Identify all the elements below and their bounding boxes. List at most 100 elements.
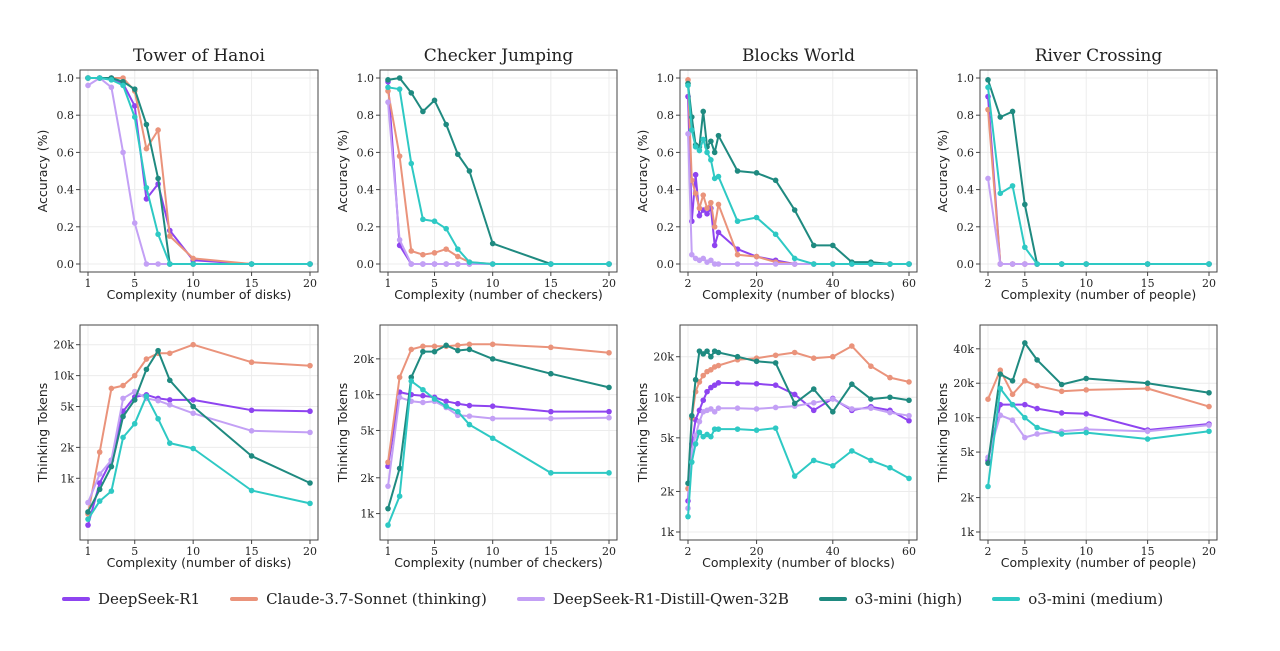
- data-point: [685, 82, 691, 89]
- legend-item: o3-mini (medium): [992, 590, 1163, 608]
- data-point: [396, 465, 403, 472]
- data-point: [1206, 422, 1212, 428]
- legend-swatch: [62, 597, 90, 601]
- data-point: [190, 341, 196, 348]
- data-point: [772, 425, 779, 431]
- data-point: [155, 175, 161, 182]
- series-line: [87, 77, 311, 265]
- y-tick-label: 10k: [653, 391, 674, 404]
- y-tick-label: 0.0: [57, 258, 75, 271]
- x-tick-label: 10: [186, 277, 200, 290]
- chart-blocks-tokens: 2 20 40 60 1k 2k 5k 10k 20k Complexity (number of…: [635, 324, 918, 570]
- legend-item: DeepSeek-R1: [62, 590, 200, 608]
- data-point: [385, 483, 391, 489]
- data-point: [906, 475, 912, 482]
- plot-frame: [79, 324, 319, 541]
- series-o3-mini-high-: [685, 348, 912, 487]
- data-point: [143, 366, 150, 373]
- x-tick-label: 15: [544, 277, 558, 290]
- data-point: [248, 487, 255, 494]
- data-point: [753, 170, 760, 176]
- data-point: [753, 261, 760, 267]
- data-point: [696, 212, 703, 219]
- data-point: [1022, 261, 1028, 267]
- data-point: [985, 396, 991, 403]
- data-point: [489, 341, 496, 348]
- legend-item: Claude-3.7-Sonnet (thinking): [230, 590, 487, 608]
- data-point: [1022, 244, 1028, 251]
- data-point: [791, 207, 798, 213]
- series-o3-mini-medium-: [85, 393, 313, 522]
- data-point: [829, 242, 836, 249]
- series-line: [87, 77, 311, 265]
- series-line: [87, 343, 311, 515]
- data-point: [248, 453, 255, 459]
- data-point: [131, 372, 138, 379]
- y-tick-label: 0.8: [957, 109, 975, 122]
- data-point: [108, 385, 115, 392]
- data-point: [715, 229, 722, 236]
- data-point: [692, 171, 699, 178]
- data-point: [1022, 340, 1028, 346]
- x-tick-label: 20: [303, 545, 317, 558]
- chart-title: Checker Jumping: [424, 46, 574, 66]
- data-point: [385, 77, 391, 83]
- x-tick-label: 20: [750, 545, 764, 558]
- y-tick-label: 1.0: [957, 72, 975, 85]
- data-point: [791, 400, 798, 407]
- data-point: [1206, 403, 1212, 410]
- data-point: [772, 177, 779, 184]
- data-point: [420, 343, 426, 350]
- x-tick-label: 5: [431, 277, 438, 290]
- data-point: [715, 261, 722, 267]
- series-line: [87, 77, 311, 265]
- data-point: [1206, 428, 1212, 435]
- data-point: [466, 168, 473, 174]
- data-point: [1009, 401, 1016, 408]
- data-point: [1022, 201, 1028, 208]
- data-point: [753, 406, 760, 412]
- data-point: [120, 395, 126, 402]
- data-point: [708, 433, 714, 440]
- data-point: [85, 75, 91, 81]
- data-point: [431, 97, 438, 104]
- data-point: [96, 449, 103, 455]
- x-tick-label: 20: [750, 277, 764, 290]
- data-point: [307, 408, 313, 415]
- data-point: [704, 205, 710, 211]
- x-tick-label: 20: [602, 545, 616, 558]
- y-tick-label: 0.4: [957, 184, 975, 197]
- data-point: [708, 353, 714, 360]
- data-point: [131, 397, 138, 403]
- data-point: [166, 261, 173, 267]
- data-point: [431, 250, 438, 256]
- x-tick-label: 60: [902, 277, 916, 290]
- data-point: [734, 168, 741, 174]
- data-point: [1144, 385, 1151, 392]
- data-point: [489, 356, 496, 362]
- data-point: [443, 261, 449, 267]
- data-point: [753, 253, 760, 260]
- x-tick-label: 10: [486, 545, 500, 558]
- data-point: [689, 412, 695, 419]
- data-point: [166, 440, 173, 446]
- data-point: [985, 175, 991, 182]
- data-point: [166, 233, 173, 239]
- data-point: [1083, 429, 1090, 436]
- data-point: [868, 261, 874, 267]
- x-tick-label: 20: [303, 277, 317, 290]
- legend-item: DeepSeek-R1-Distill-Qwen-32B: [516, 590, 789, 608]
- data-point: [548, 470, 554, 476]
- data-point: [248, 261, 255, 267]
- data-point: [431, 343, 438, 350]
- data-point: [849, 343, 855, 349]
- data-point: [431, 261, 438, 267]
- data-point: [466, 346, 473, 353]
- legend-swatch: [230, 597, 259, 601]
- series-line: [687, 345, 910, 490]
- series-o3-mini-medium-: [685, 425, 912, 520]
- data-point: [1058, 381, 1065, 388]
- data-point: [829, 396, 836, 402]
